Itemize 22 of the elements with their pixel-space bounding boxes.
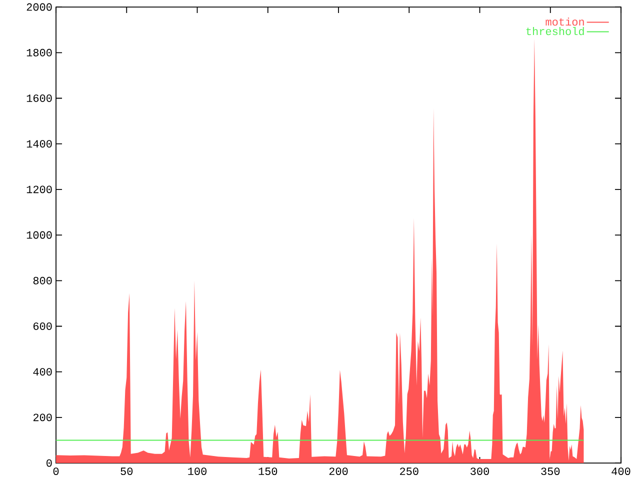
y-tick-label: 2000: [26, 3, 52, 11]
x-tick-label: 200: [329, 468, 348, 476]
y-tick-label: 200: [33, 414, 52, 422]
x-tick-label: 0: [53, 468, 59, 476]
y-tick-label: 1200: [26, 186, 52, 194]
legend-label: threshold: [526, 27, 584, 36]
x-tick-label: 300: [470, 468, 489, 476]
x-tick-label: 250: [400, 468, 418, 476]
x-tick-label: 50: [120, 468, 133, 476]
legend-label: motion: [546, 18, 584, 26]
y-tick-label: 1600: [26, 94, 52, 102]
y-tick-label: 0: [46, 459, 52, 467]
x-tick-label: 100: [188, 468, 206, 476]
y-tick-label: 800: [33, 276, 52, 284]
x-tick-label: 150: [258, 468, 278, 476]
x-tick-label: 400: [612, 468, 630, 476]
x-tick-label: 350: [541, 468, 560, 476]
y-tick-label: 400: [33, 368, 52, 376]
y-tick-label: 1800: [26, 48, 52, 56]
y-tick-label: 600: [33, 322, 52, 330]
y-tick-label: 1400: [26, 140, 52, 148]
y-tick-label: 1000: [26, 231, 52, 239]
